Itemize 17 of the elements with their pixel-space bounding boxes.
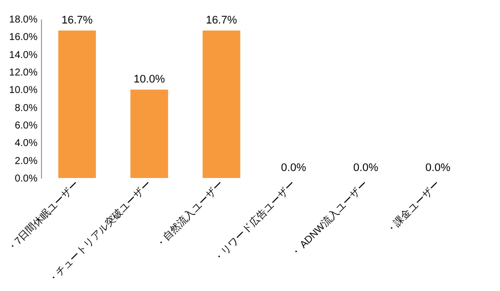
data-label: 0.0% — [425, 162, 451, 174]
y-tick-label: 10.0% — [9, 85, 38, 96]
y-tick-label: 2.0% — [14, 156, 38, 167]
x-tick-label: ・課金ユーザー — [384, 178, 442, 236]
data-label: 16.7% — [206, 14, 238, 26]
y-tick-label: 16.0% — [9, 32, 38, 44]
data-label: 0.0% — [281, 162, 306, 174]
y-tick-label: 18.0% — [9, 14, 38, 26]
y-tick-label: 4.0% — [14, 138, 38, 150]
data-label: 0.0% — [353, 162, 378, 174]
y-tick-label: 8.0% — [14, 102, 38, 114]
data-label: 10.0% — [134, 74, 166, 86]
y-tick-label: 14.0% — [9, 50, 38, 61]
data-label: 16.7% — [61, 14, 93, 26]
y-tick-label: 0.0% — [14, 174, 38, 184]
y-tick-label: 6.0% — [14, 120, 38, 132]
y-tick-label: 12.0% — [9, 68, 38, 78]
